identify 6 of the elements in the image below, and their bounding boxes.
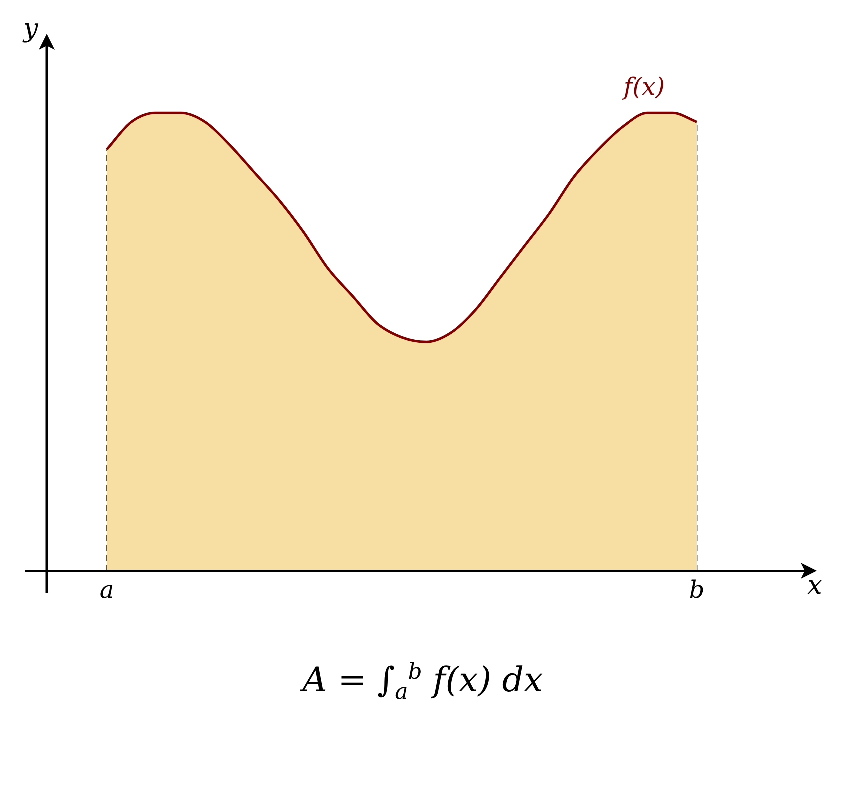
text: A = ∫$_{a}$$^{b}$ f(x) dx [299,660,544,706]
y-axis-title: y [22,14,39,44]
series-label: f(x) [622,73,665,102]
x-tick-label: a [100,576,114,604]
x-axis-title: x [808,570,823,601]
x-tick-label: b [689,576,705,604]
